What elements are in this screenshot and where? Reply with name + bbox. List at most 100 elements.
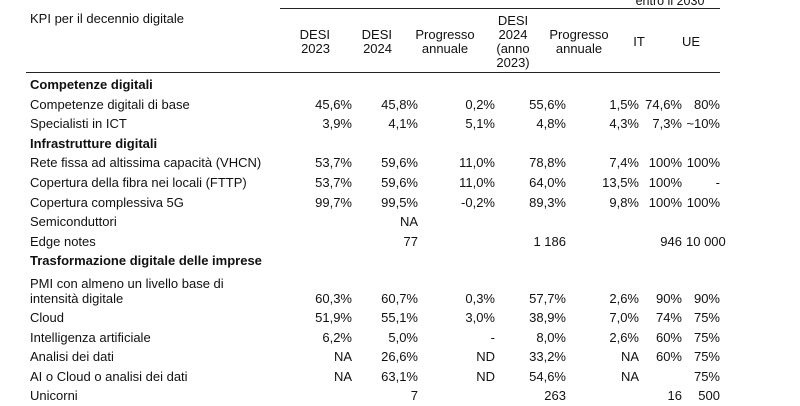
table-cell: 8,0%	[536, 329, 566, 345]
table-cell	[566, 386, 639, 406]
column-header-line: DESI	[299, 27, 330, 42]
table-cell	[639, 367, 682, 387]
table-title: KPI per il decennio digitale	[30, 11, 184, 26]
section-row: Trasformazione digitale delle imprese	[26, 251, 720, 271]
table-cell: 45,6%	[315, 96, 352, 112]
row-label: Specialisti in ICT	[30, 116, 127, 132]
table-cell: 53,7%	[315, 174, 352, 190]
table-cell: 57,7%	[529, 290, 566, 306]
table-cell	[418, 75, 495, 95]
table-cell: 78,8%	[529, 155, 566, 171]
table-cell: 7,3%	[652, 116, 682, 132]
table-cell: 74,6%	[645, 96, 682, 112]
table-cell: 90%	[655, 290, 682, 306]
table-row: Rete fissa ad altissima capacità (VHCN) 5…	[26, 153, 720, 173]
table-cell	[274, 134, 352, 154]
table-cell	[495, 134, 566, 154]
table-row: Competenze digitali di base 45,6% 45,8% 0,2…	[26, 95, 720, 115]
table-cell	[682, 75, 720, 95]
table-cell: 10 000	[686, 233, 726, 249]
table-cell: 89,3%	[529, 194, 566, 210]
table-cell: 4,8%	[536, 116, 566, 132]
column-header-line: 2024	[498, 27, 528, 42]
column-header-line: 2023	[301, 41, 330, 56]
section-row: Competenze digitali	[26, 75, 720, 95]
table-row: Edge notes 77 1 186 946 10 000	[26, 232, 726, 252]
table-cell: 75%	[693, 349, 720, 365]
table-cell: 75%	[693, 368, 720, 384]
table-cell: 26,6%	[381, 349, 418, 365]
table-cell: 60%	[655, 349, 682, 365]
table-cell: 38,9%	[529, 309, 566, 325]
table-cell: NA	[333, 368, 352, 384]
table-cell: 5,0%	[388, 329, 418, 345]
table-row: PMI con almeno un livello base di intens…	[26, 271, 720, 308]
column-header-line: annuale	[555, 41, 603, 56]
table-cell	[495, 75, 566, 95]
section-row: Infrastrutture digitali	[26, 134, 720, 154]
table-row: Copertura della fibra nei locali (FTTP) 5…	[26, 173, 720, 193]
table-cell: ~10%	[686, 116, 720, 132]
table-cell: 99,5%	[381, 194, 418, 210]
table-cell	[352, 251, 418, 271]
table-cell: 1,5%	[609, 96, 639, 112]
table-cell: 100%	[648, 194, 682, 210]
table-cell	[566, 75, 639, 95]
table-row: Copertura complessiva 5G 99,7% 99,5% -0,2% 8…	[26, 193, 720, 213]
row-label: Rete fissa ad altissima capacità (VHCN)	[30, 155, 262, 171]
table-cell	[566, 251, 639, 271]
row-label: Intelligenza artificiale	[30, 329, 151, 345]
table-cell	[639, 134, 682, 154]
table-cell: 1 186	[533, 233, 566, 249]
table-cell	[274, 212, 352, 232]
table-cell: 75%	[693, 309, 720, 325]
column-header-line: Progresso	[415, 27, 475, 42]
table-cell: ND	[476, 368, 495, 384]
table-cell: 59,6%	[381, 174, 418, 190]
table-cell: 11,0%	[459, 174, 495, 190]
target-year-label: entro il 2030	[635, 0, 705, 8]
table-cell: 100%	[686, 194, 720, 210]
table-row: Analisi dei dati NA 26,6% ND 33,2% NA 60% 75%	[26, 347, 720, 367]
table-cell	[274, 386, 352, 406]
table-cell: 100%	[648, 174, 682, 190]
table-cell	[682, 134, 720, 154]
table-cell	[495, 212, 566, 232]
table-cell	[352, 75, 418, 95]
table-cell: 100%	[648, 155, 682, 171]
column-header-6: IT	[628, 35, 650, 49]
table-cell	[639, 75, 682, 95]
table-cell: NA	[399, 214, 418, 230]
table-cell: 59,6%	[381, 155, 418, 171]
column-header-line: DESI	[497, 13, 529, 28]
section-title: Trasformazione digitale delle imprese	[30, 253, 262, 269]
row-label: Copertura della fibra nei locali (FTTP)	[30, 174, 247, 190]
column-header-7: UE	[676, 35, 706, 49]
table-cell	[418, 212, 495, 232]
column-header-1: DESI 2023	[280, 28, 330, 56]
table-cell: 7	[410, 388, 418, 404]
column-header-4: DESI 2024 (anno 2023)	[490, 14, 536, 70]
row-label: Unicorni	[30, 388, 78, 404]
column-header-line: UE	[681, 34, 701, 49]
table-cell: 0,2%	[465, 96, 495, 112]
section-title: Infrastrutture digitali	[30, 135, 158, 151]
table-cell: NA	[620, 349, 639, 365]
table-cell	[639, 212, 682, 232]
table-cell: 7,4%	[609, 155, 639, 171]
row-label: Edge notes	[30, 233, 96, 249]
table-cell	[418, 134, 495, 154]
table-cell: 33,2%	[529, 349, 566, 365]
table-cell: 77	[403, 233, 418, 249]
table-cell: 0,3%	[465, 290, 495, 306]
row-label: Semiconduttori	[30, 214, 117, 230]
table-cell	[566, 212, 639, 232]
table-cell	[566, 232, 639, 252]
table-cell: 16	[667, 388, 682, 404]
table-cell: 7,0%	[609, 309, 639, 325]
table-cell: 60,3%	[315, 290, 352, 306]
table-cell: 60,7%	[381, 290, 418, 306]
table-cell: 55,1%	[381, 309, 418, 325]
table-cell	[274, 232, 352, 252]
table-cell	[682, 251, 720, 271]
